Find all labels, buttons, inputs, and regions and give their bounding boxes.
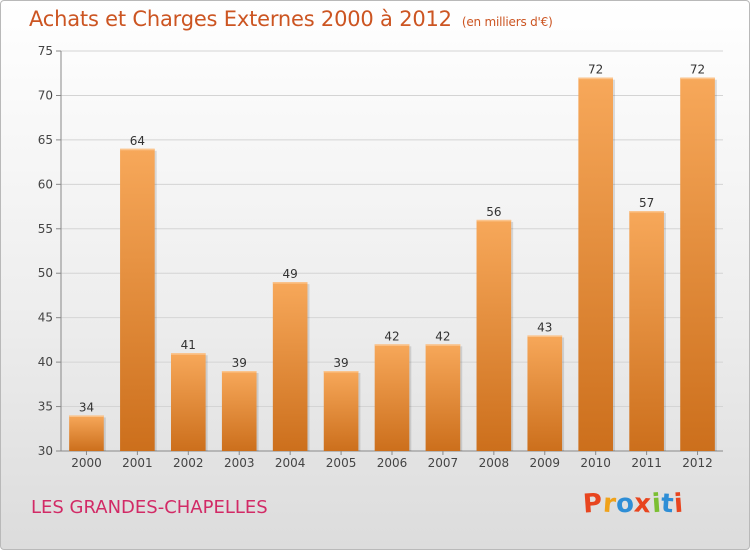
y-tick-label: 60	[38, 177, 53, 191]
chart-title: Achats et Charges Externes 2000 à 2012 (e…	[29, 7, 553, 31]
bar-top-highlight	[69, 415, 104, 417]
x-tick-label: 2010	[580, 456, 611, 470]
bar-top-highlight	[374, 344, 410, 346]
bar[interactable]	[527, 335, 563, 451]
y-tick-label: 45	[38, 311, 53, 325]
bar-top-highlight	[629, 211, 664, 213]
bar[interactable]	[680, 77, 715, 452]
labels: 30 35 40 45 50 55 60 65 70 75 34 2000 64 2001 41 2002 39…	[38, 44, 713, 470]
bar-value-label: 41	[181, 338, 196, 352]
x-tick-label: 2011	[631, 456, 662, 470]
bar-value-label: 34	[79, 400, 94, 414]
y-tick-label: 50	[38, 266, 53, 280]
bar-top-highlight	[170, 353, 206, 355]
bar-value-label: 57	[639, 196, 654, 210]
bar-value-label: 42	[384, 329, 399, 343]
x-tick-label: 2001	[122, 456, 153, 470]
bar[interactable]	[170, 353, 206, 451]
city-name: LES GRANDES-CHAPELLES	[31, 497, 268, 518]
y-tick-label: 55	[38, 222, 53, 236]
x-tick-label: 2006	[377, 456, 408, 470]
y-tick-label: 70	[38, 88, 53, 102]
bar-value-label: 72	[588, 63, 603, 77]
bar-value-label: 39	[232, 356, 247, 370]
bar-value-label: 56	[486, 205, 501, 219]
chart-subtitle: (en milliers d'€)	[461, 15, 553, 29]
bar-top-highlight	[476, 219, 512, 222]
bar-top-highlight	[120, 148, 155, 151]
logo-letter: i	[672, 488, 685, 520]
bar-value-label: 39	[333, 356, 348, 370]
bar[interactable]	[272, 282, 308, 451]
x-tick-label: 2004	[275, 456, 306, 470]
bar-value-label: 64	[130, 134, 145, 148]
bar-top-highlight	[680, 77, 715, 80]
logo-letter: x	[633, 488, 653, 520]
x-tick-label: 2012	[682, 456, 713, 470]
y-tick-label: 75	[38, 44, 53, 58]
bar[interactable]	[425, 344, 461, 451]
proxiti-logo[interactable]: Proxiti	[581, 488, 685, 520]
x-tick-label: 2002	[173, 456, 204, 470]
x-tick-label: 2000	[71, 456, 102, 470]
bars	[69, 77, 717, 452]
bar-value-label: 72	[690, 63, 705, 77]
bar-top-highlight	[578, 77, 614, 80]
bar-top-highlight	[323, 371, 359, 373]
x-tick-label: 2008	[479, 456, 510, 470]
y-tick-label: 35	[38, 400, 53, 414]
chart-title-text: Achats et Charges Externes 2000 à 2012	[29, 7, 452, 31]
bar-value-label: 42	[435, 329, 450, 343]
bar[interactable]	[476, 219, 512, 451]
bar[interactable]	[69, 415, 104, 451]
bar-value-label: 49	[283, 267, 298, 281]
x-tick-label: 2009	[529, 456, 560, 470]
bar-top-highlight	[221, 371, 257, 373]
logo-letter: P	[581, 488, 604, 520]
bar-top-highlight	[425, 344, 461, 346]
bar[interactable]	[578, 77, 614, 452]
bar[interactable]	[120, 148, 155, 451]
bar[interactable]	[629, 211, 664, 451]
bar-value-label: 43	[537, 320, 552, 334]
bar-top-highlight	[527, 335, 563, 337]
x-tick-label: 2005	[326, 456, 357, 470]
x-tick-label: 2003	[224, 456, 255, 470]
bar[interactable]	[323, 371, 359, 451]
y-tick-label: 40	[38, 355, 53, 369]
bar[interactable]	[221, 371, 257, 451]
y-tick-label: 30	[38, 444, 53, 458]
x-tick-label: 2007	[428, 456, 459, 470]
bar[interactable]	[374, 344, 410, 451]
bar-top-highlight	[272, 282, 308, 284]
y-tick-label: 65	[38, 133, 53, 147]
